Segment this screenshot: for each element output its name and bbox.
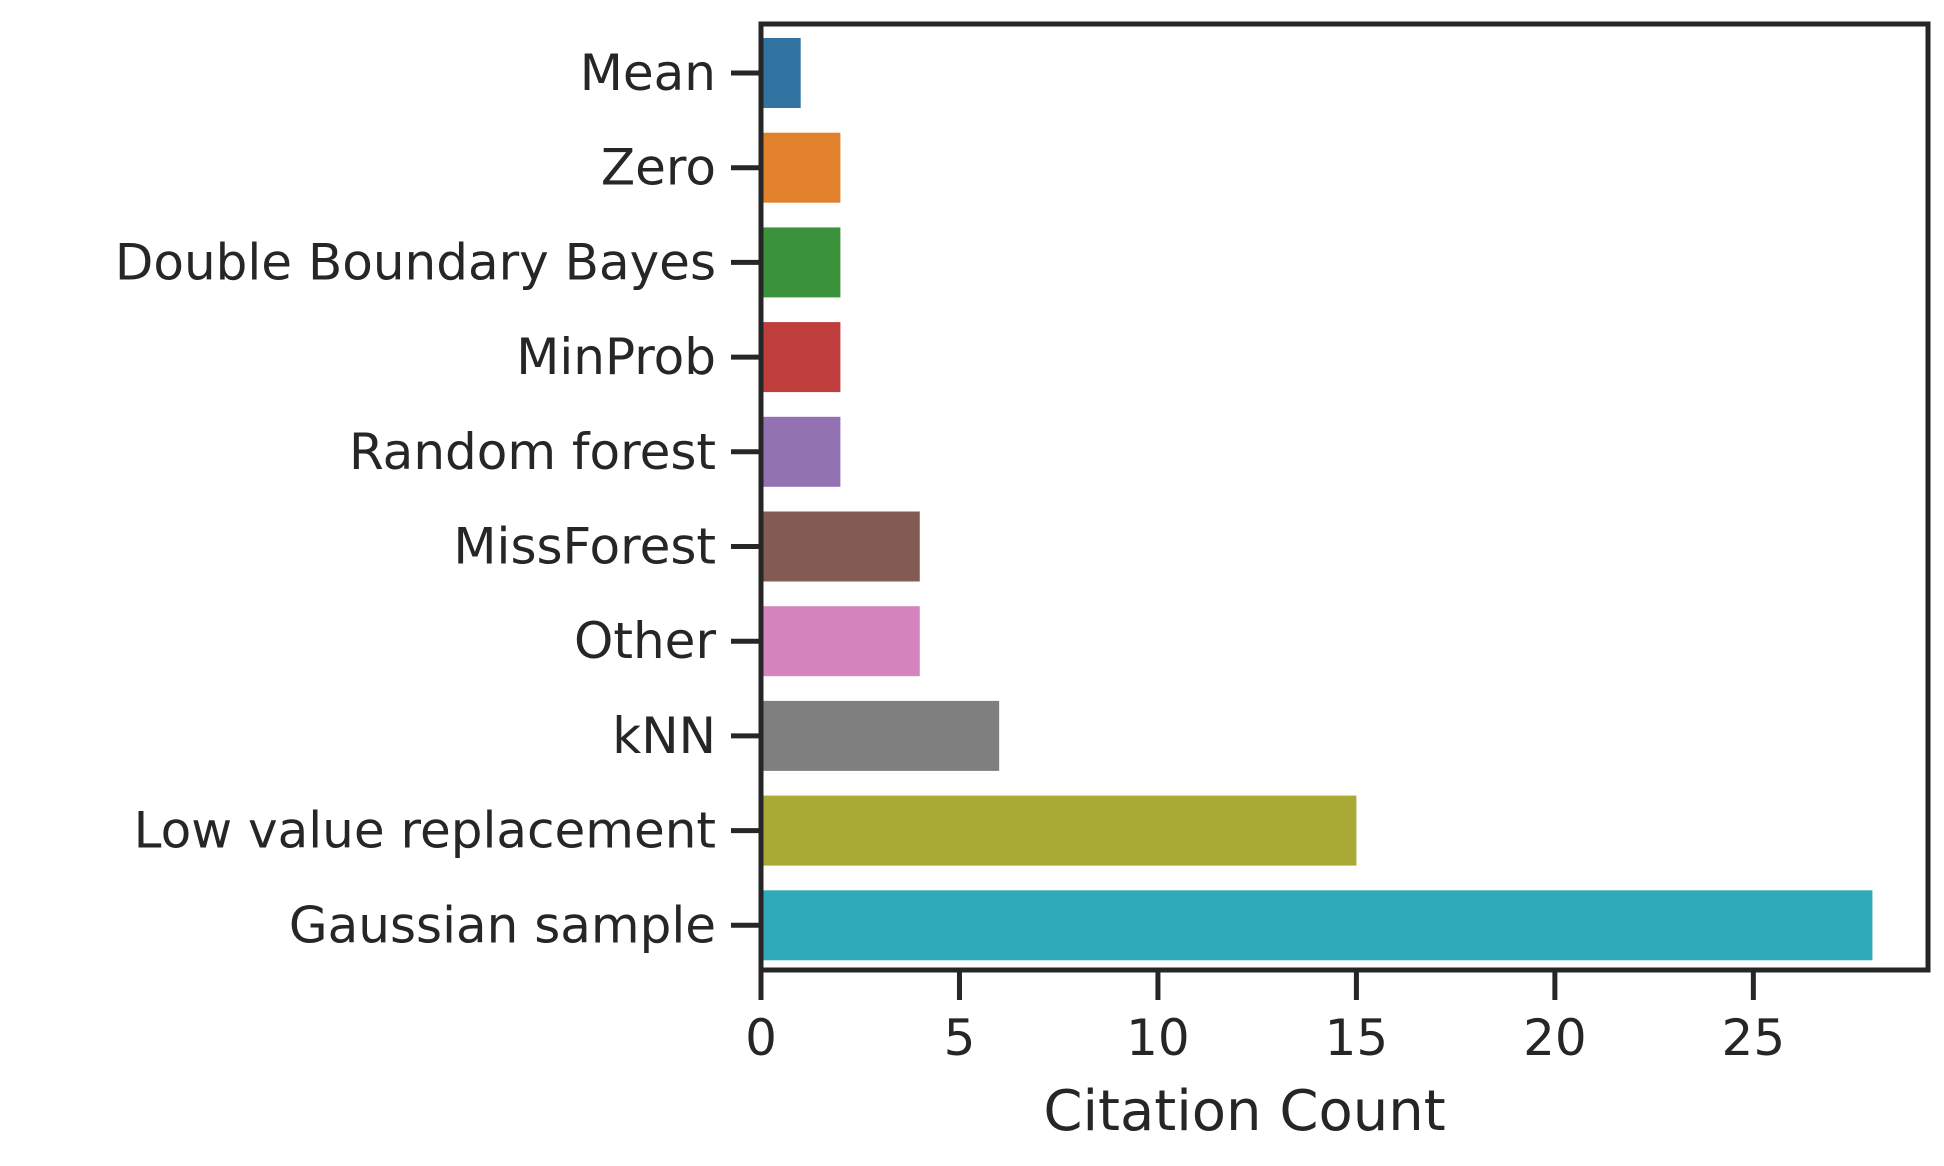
bar-0 <box>761 38 801 108</box>
bar-8 <box>761 795 1357 866</box>
bar-1 <box>761 132 841 203</box>
bar-4 <box>761 416 841 487</box>
bar-9 <box>761 890 1873 961</box>
x-tick-label: 20 <box>1523 1009 1587 1067</box>
bar-7 <box>761 700 1000 771</box>
y-tick-label: Other <box>574 612 716 670</box>
bars-layer <box>761 38 1873 961</box>
x-tick-label: 5 <box>944 1009 976 1067</box>
y-tick-label: kNN <box>612 707 716 765</box>
x-axis-label: Citation Count <box>1043 1079 1445 1144</box>
x-tick-label: 25 <box>1722 1009 1786 1067</box>
y-tick-label: MinProb <box>516 328 716 386</box>
bar-3 <box>761 322 841 393</box>
plot-frame <box>758 21 1931 973</box>
y-tick-label: MissForest <box>453 518 716 576</box>
x-tick-label: 10 <box>1126 1009 1190 1067</box>
y-tick-label: Double Boundary Bayes <box>115 233 716 291</box>
y-tick-label: Gaussian sample <box>289 896 716 954</box>
x-tick-label: 0 <box>745 1009 777 1067</box>
bar-6 <box>761 606 920 677</box>
y-tick-label: Zero <box>601 139 716 197</box>
y-tick-label: Low value replacement <box>134 802 716 860</box>
x-axis: 0 5 10 15 20 25 <box>745 970 1785 1067</box>
y-tick-label: Mean <box>580 44 716 102</box>
x-tick-label: 15 <box>1325 1009 1389 1067</box>
bar-5 <box>761 511 920 582</box>
y-axis: Mean Zero Double Boundary Bayes MinProb Rand… <box>115 44 761 954</box>
y-tick-label: Random forest <box>349 423 716 481</box>
bar-2 <box>761 227 841 298</box>
